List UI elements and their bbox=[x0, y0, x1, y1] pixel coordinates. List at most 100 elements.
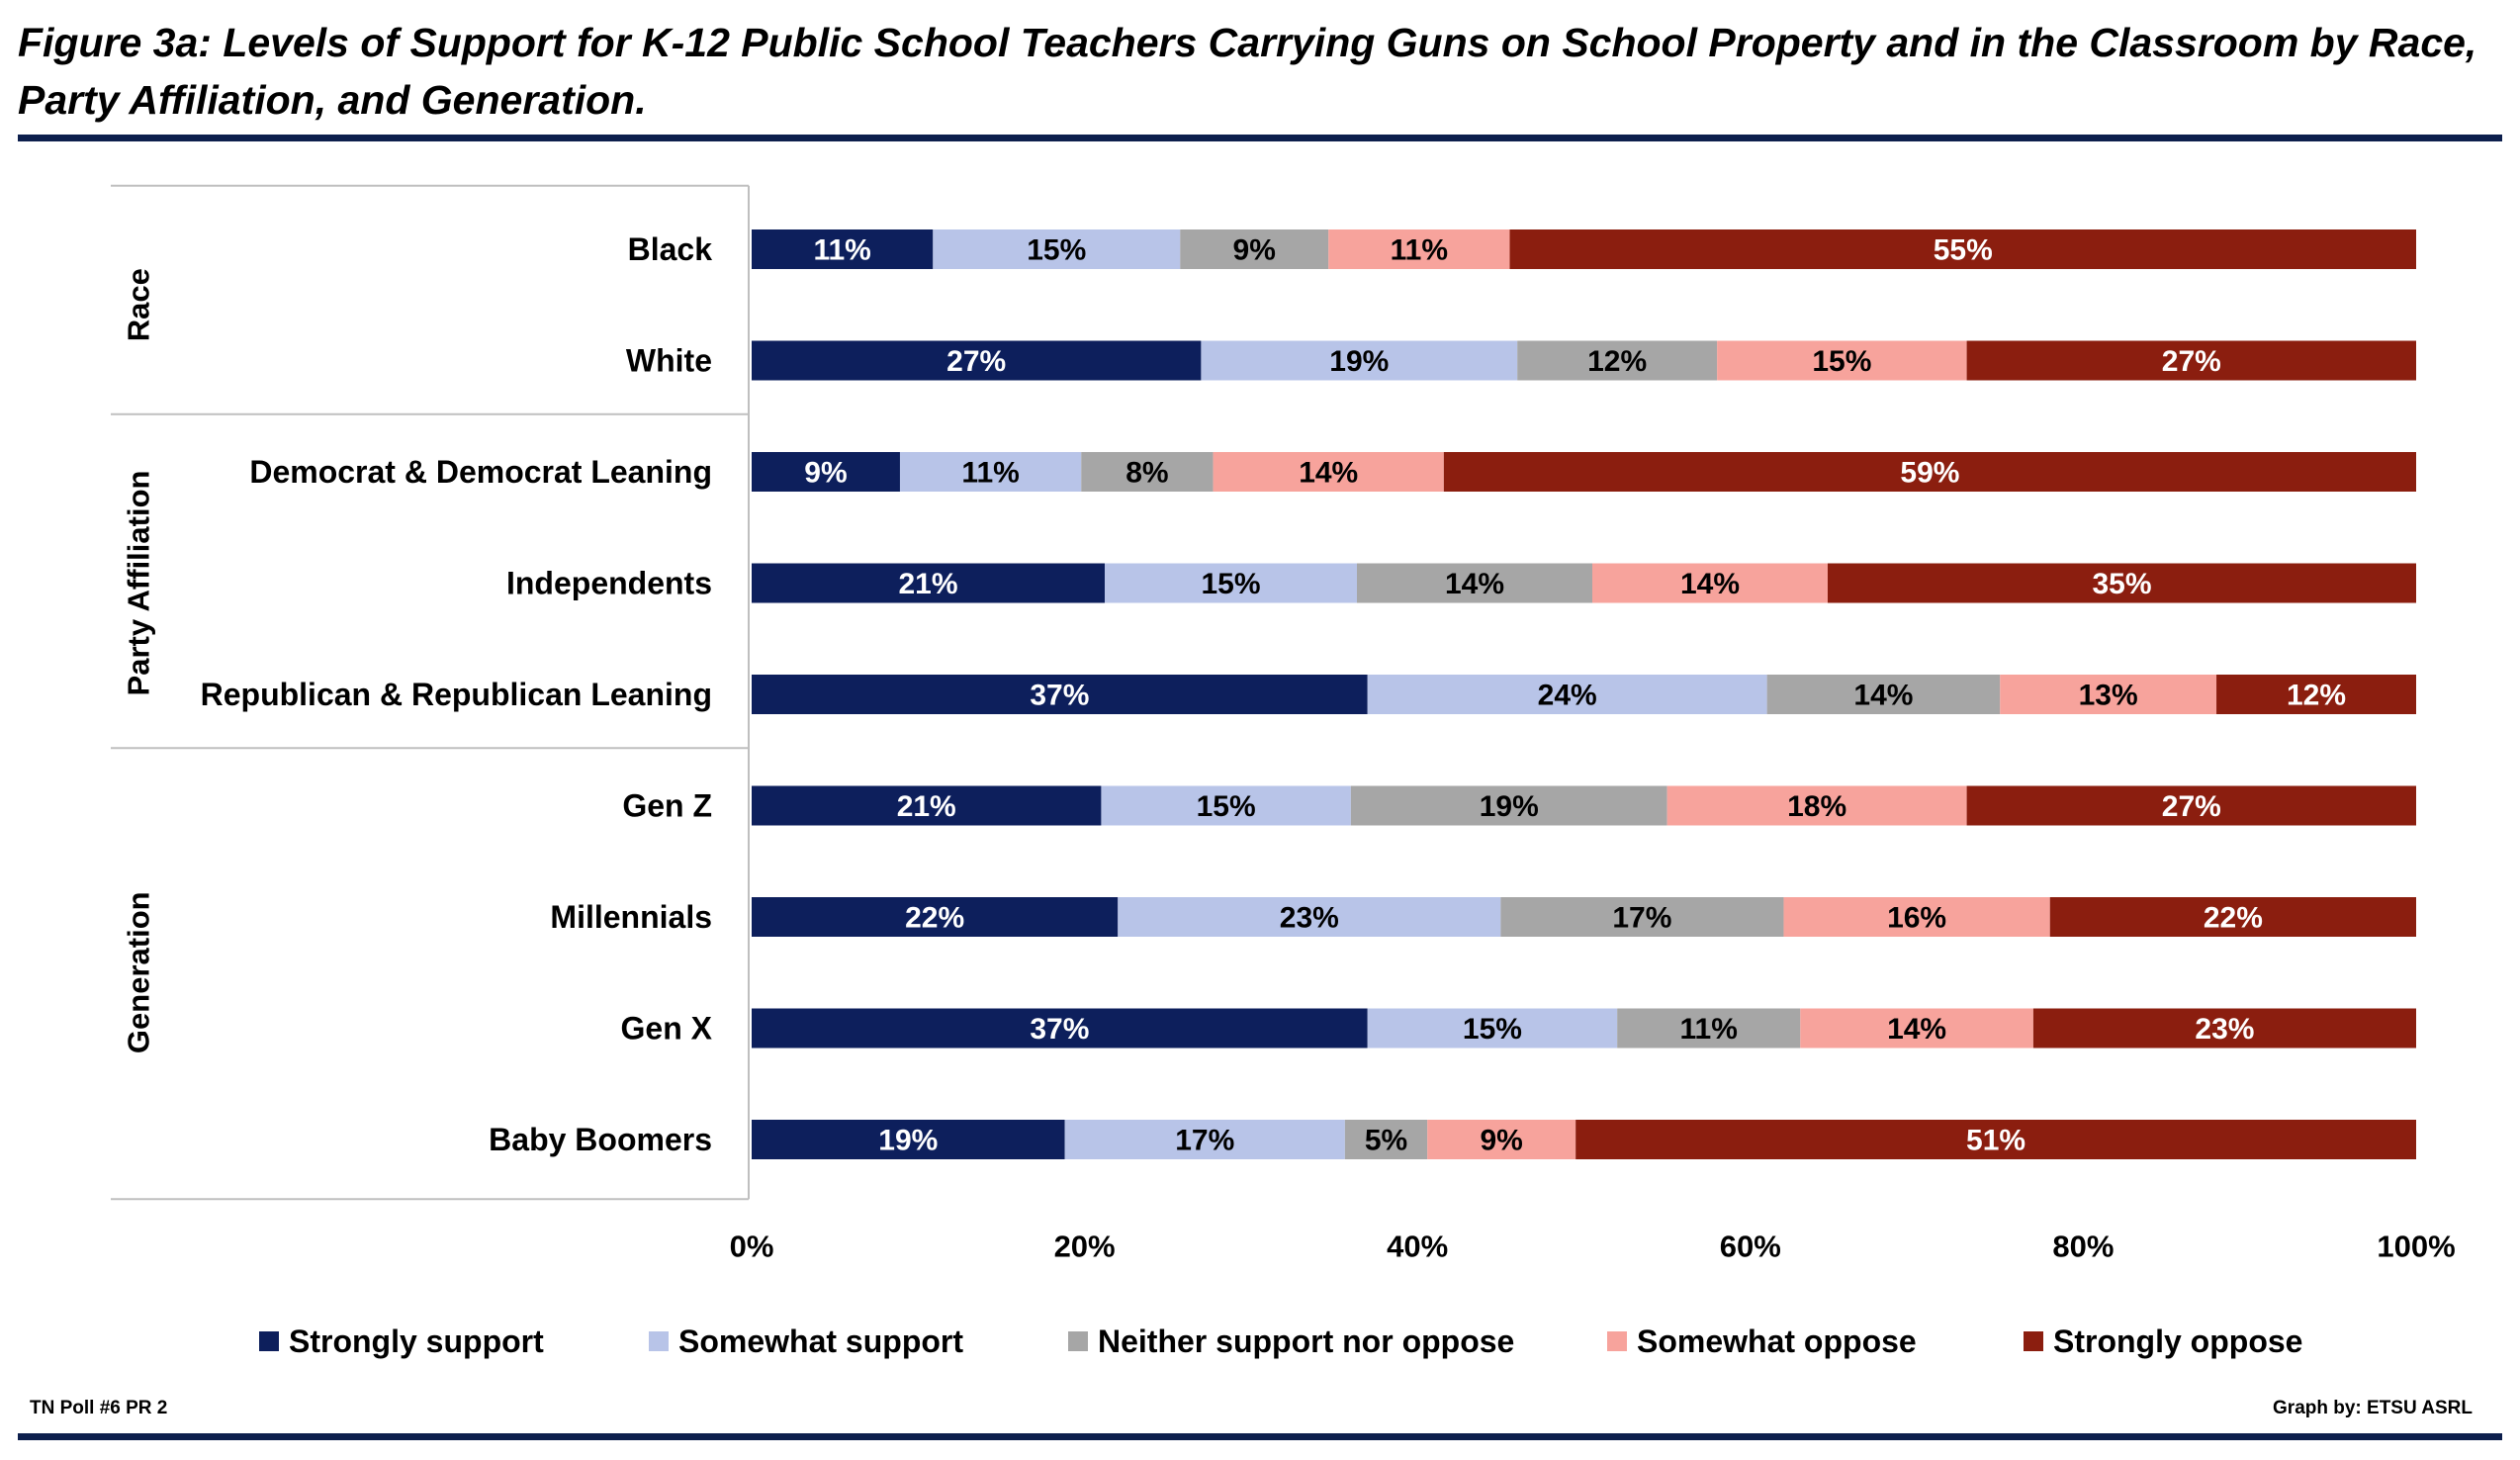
bar-strongly-oppose-independents bbox=[1828, 563, 2416, 603]
header-rule bbox=[18, 135, 2502, 141]
stacked-bar-chart: Race Party Affiliation Generation Black 11% 1… bbox=[111, 184, 2456, 1359]
data-label-neither-support-nor-oppose-independents: 14% bbox=[1445, 568, 1504, 600]
category-label-independents: Independents bbox=[506, 566, 712, 601]
x-tick-label: 0% bbox=[730, 1230, 774, 1264]
data-label-strongly-support-white: 27% bbox=[946, 345, 1006, 378]
bar-somewhat-support-gen-z bbox=[1101, 785, 1351, 826]
category-label-republican-and-republican-leaning: Republican & Republican Leaning bbox=[201, 677, 712, 712]
bar-strongly-support-white bbox=[752, 340, 1202, 381]
bar-strongly-oppose-gen-z bbox=[1966, 785, 2416, 826]
category-label-democrat-and-democrat-leaning: Democrat & Democrat Leaning bbox=[249, 454, 712, 490]
group-label-generation: Generation bbox=[122, 891, 156, 1053]
data-label-somewhat-oppose-republican-and-republican-leaning: 13% bbox=[2079, 680, 2138, 712]
data-label-somewhat-support-gen-x: 15% bbox=[1463, 1013, 1522, 1046]
data-label-strongly-support-gen-z: 21% bbox=[897, 790, 956, 823]
data-label-somewhat-oppose-democrat-and-democrat-leaning: 14% bbox=[1299, 457, 1358, 490]
bar-neither-support-nor-oppose-republican-and-republican-leaning bbox=[1766, 675, 2001, 714]
data-label-strongly-oppose-baby-boomers: 51% bbox=[1966, 1125, 2025, 1157]
data-label-strongly-support-independents: 21% bbox=[898, 568, 957, 600]
data-label-strongly-support-millennials: 22% bbox=[905, 902, 964, 935]
bar-neither-support-nor-oppose-gen-x bbox=[1617, 1008, 1801, 1049]
data-label-strongly-oppose-democrat-and-democrat-leaning: 59% bbox=[1900, 457, 1959, 490]
bar-somewhat-support-black bbox=[933, 229, 1181, 269]
bar-somewhat-oppose-republican-and-republican-leaning bbox=[2000, 675, 2217, 714]
legend-label-somewhat-support: Somewhat support bbox=[678, 1323, 963, 1359]
data-label-somewhat-support-baby-boomers: 17% bbox=[1175, 1125, 1234, 1157]
legend-swatch-somewhat-support bbox=[649, 1331, 669, 1351]
bar-somewhat-support-democrat-and-democrat-leaning bbox=[899, 452, 1082, 492]
data-label-strongly-support-republican-and-republican-leaning: 37% bbox=[1030, 680, 1089, 712]
bar-strongly-support-black bbox=[752, 229, 934, 269]
legend-swatch-strongly-support bbox=[259, 1331, 279, 1351]
bar-strongly-oppose-gen-x bbox=[2032, 1008, 2416, 1049]
bar-strongly-oppose-black bbox=[1509, 229, 2416, 269]
legend-swatch-strongly-oppose bbox=[2024, 1331, 2043, 1351]
data-label-neither-support-nor-oppose-republican-and-republican-leaning: 14% bbox=[1853, 680, 1913, 712]
legend-label-neither-support-nor-oppose: Neither support nor oppose bbox=[1098, 1323, 1514, 1359]
data-label-strongly-oppose-republican-and-republican-leaning: 12% bbox=[2287, 680, 2346, 712]
category-label-baby-boomers: Baby Boomers bbox=[489, 1122, 712, 1157]
data-label-somewhat-oppose-baby-boomers: 9% bbox=[1481, 1125, 1523, 1157]
bar-strongly-oppose-millennials bbox=[2049, 897, 2416, 937]
data-label-neither-support-nor-oppose-millennials: 17% bbox=[1612, 902, 1671, 935]
data-label-somewhat-oppose-gen-x: 14% bbox=[1887, 1013, 1946, 1046]
data-label-strongly-oppose-black: 55% bbox=[1934, 234, 1993, 267]
bar-strongly-support-baby-boomers bbox=[752, 1120, 1065, 1159]
data-label-somewhat-oppose-independents: 14% bbox=[1680, 568, 1740, 600]
bar-neither-support-nor-oppose-baby-boomers bbox=[1344, 1120, 1428, 1159]
data-label-strongly-oppose-gen-z: 27% bbox=[2162, 790, 2221, 823]
data-label-somewhat-support-white: 19% bbox=[1329, 345, 1389, 378]
bar-strongly-support-democrat-and-democrat-leaning bbox=[752, 452, 900, 492]
bar-somewhat-oppose-baby-boomers bbox=[1427, 1120, 1576, 1159]
bar-somewhat-oppose-democrat-and-democrat-leaning bbox=[1213, 452, 1444, 492]
data-label-somewhat-support-black: 15% bbox=[1027, 234, 1086, 267]
x-tick-label: 80% bbox=[2052, 1230, 2114, 1264]
bar-strongly-oppose-democrat-and-democrat-leaning bbox=[1443, 452, 2416, 492]
data-label-neither-support-nor-oppose-gen-x: 11% bbox=[1680, 1013, 1738, 1046]
bar-strongly-oppose-baby-boomers bbox=[1575, 1120, 2416, 1159]
legend-label-strongly-support: Strongly support bbox=[289, 1323, 544, 1359]
bar-somewhat-oppose-black bbox=[1328, 229, 1510, 269]
legend-swatch-neither-support-nor-oppose bbox=[1068, 1331, 1088, 1351]
bar-somewhat-oppose-independents bbox=[1592, 563, 1828, 603]
data-label-neither-support-nor-oppose-baby-boomers: 5% bbox=[1365, 1125, 1407, 1157]
category-label-black: Black bbox=[628, 231, 713, 267]
legend-label-strongly-oppose: Strongly oppose bbox=[2053, 1323, 2302, 1359]
bar-strongly-oppose-republican-and-republican-leaning bbox=[2216, 675, 2416, 714]
data-label-neither-support-nor-oppose-gen-z: 19% bbox=[1480, 790, 1539, 823]
bar-somewhat-support-gen-x bbox=[1367, 1008, 1618, 1049]
bar-neither-support-nor-oppose-independents bbox=[1357, 563, 1592, 603]
bar-somewhat-support-baby-boomers bbox=[1064, 1120, 1345, 1159]
data-label-strongly-support-baby-boomers: 19% bbox=[878, 1125, 938, 1157]
data-label-somewhat-support-independents: 15% bbox=[1201, 568, 1260, 600]
bar-somewhat-support-republican-and-republican-leaning bbox=[1367, 675, 1767, 714]
bar-neither-support-nor-oppose-democrat-and-democrat-leaning bbox=[1081, 452, 1214, 492]
bar-strongly-support-gen-x bbox=[752, 1008, 1368, 1049]
bar-somewhat-support-millennials bbox=[1118, 897, 1501, 937]
data-label-strongly-oppose-gen-x: 23% bbox=[2195, 1013, 2254, 1046]
legend-label-somewhat-oppose: Somewhat oppose bbox=[1637, 1323, 1917, 1359]
bar-neither-support-nor-oppose-millennials bbox=[1500, 897, 1784, 937]
group-label-party-affiliation: Party Affiliation bbox=[122, 471, 156, 696]
chart-title: Figure 3a: Levels of Support for K-12 Pu… bbox=[18, 20, 2477, 123]
legend-swatch-somewhat-oppose bbox=[1607, 1331, 1627, 1351]
data-label-neither-support-nor-oppose-white: 12% bbox=[1587, 345, 1647, 378]
category-label-gen-x: Gen X bbox=[621, 1011, 713, 1047]
bar-strongly-support-republican-and-republican-leaning bbox=[752, 675, 1368, 714]
category-label-millennials: Millennials bbox=[550, 899, 712, 935]
data-label-somewhat-support-gen-z: 15% bbox=[1197, 790, 1256, 823]
bar-somewhat-oppose-millennials bbox=[1783, 897, 2050, 937]
data-label-somewhat-oppose-millennials: 16% bbox=[1887, 902, 1946, 935]
category-label-gen-z: Gen Z bbox=[622, 788, 712, 824]
bar-neither-support-nor-oppose-gen-z bbox=[1350, 785, 1667, 826]
data-label-strongly-support-gen-x: 37% bbox=[1030, 1013, 1089, 1046]
bar-somewhat-oppose-white bbox=[1717, 340, 1967, 381]
footer-credit: Graph by: ETSU ASRL bbox=[2273, 1398, 2473, 1418]
data-label-strongly-oppose-independents: 35% bbox=[2092, 568, 2151, 600]
bar-neither-support-nor-oppose-white bbox=[1517, 340, 1718, 381]
data-label-neither-support-nor-oppose-black: 9% bbox=[1233, 234, 1276, 267]
data-label-somewhat-oppose-white: 15% bbox=[1812, 345, 1871, 378]
x-tick-label: 20% bbox=[1054, 1230, 1116, 1264]
bar-strongly-support-millennials bbox=[752, 897, 1119, 937]
x-tick-label: 100% bbox=[2377, 1230, 2455, 1264]
